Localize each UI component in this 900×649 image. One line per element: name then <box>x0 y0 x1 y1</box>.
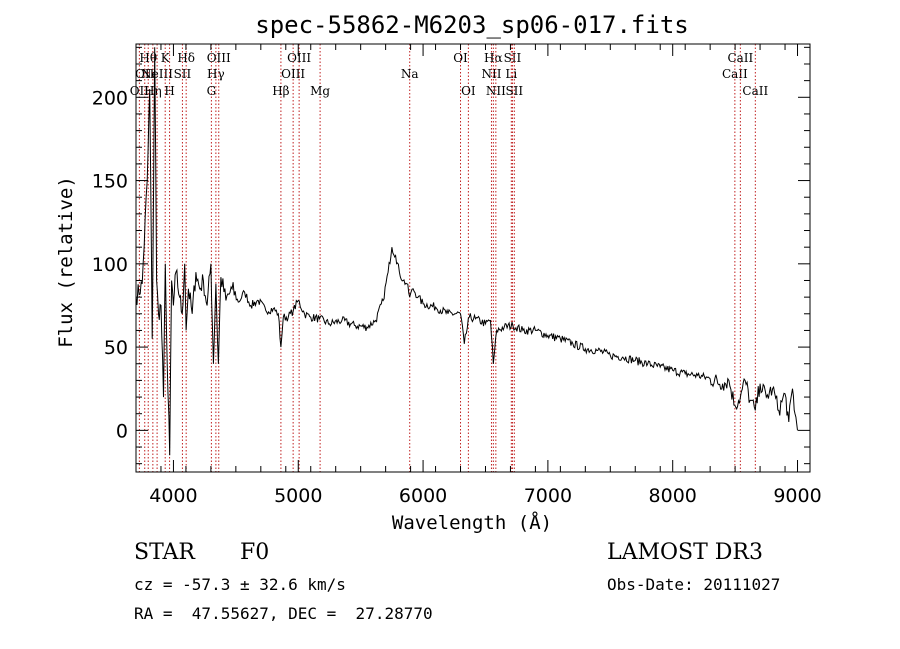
y-tick-label-0: 0 <box>116 420 128 442</box>
y-tick-label-1: 50 <box>104 337 128 359</box>
chart-title: spec-55862-M6203_sp06-017.fits <box>255 11 688 39</box>
marker-label-16: Na <box>401 67 419 81</box>
marker-label-4: NeIII <box>141 67 173 81</box>
axis-ticks: 4000 5000 6000 7000 8000 9000 0 50 100 150 200 <box>92 44 822 507</box>
marker-label-12: Hβ <box>272 84 289 98</box>
x-tick-label-5: 9000 <box>773 485 821 507</box>
marker-label-8: Hδ <box>177 51 195 65</box>
marker-label-13: OIII <box>281 67 305 81</box>
y-tick-label-4: 200 <box>92 87 128 109</box>
obs-date: Obs-Date: 20111027 <box>607 575 781 594</box>
marker-label-15: Mg <box>310 84 330 98</box>
marker-label-6: H <box>164 84 174 98</box>
marker-label-3: Hη <box>144 84 162 98</box>
x-tick-label-4: 8000 <box>649 485 697 507</box>
marker-label-10: Hγ <box>207 67 225 81</box>
marker-label-14: OIII <box>287 51 311 65</box>
marker-label-5: K <box>161 51 171 65</box>
y-axis-label: Flux (relative) <box>55 176 77 348</box>
marker-label-23: SII <box>504 51 522 65</box>
x-tick-label-3: 7000 <box>524 485 572 507</box>
x-tick-label-2: 6000 <box>399 485 447 507</box>
x-tick-label-0: 4000 <box>149 485 197 507</box>
star-subclass: F0 <box>240 540 270 565</box>
x-tick-label-1: 5000 <box>274 485 322 507</box>
y-tick-label-2: 100 <box>92 254 128 276</box>
marker-label-1: OII <box>135 67 155 81</box>
x-axis-label: Wavelength (Å) <box>392 511 552 534</box>
marker-label-25: CaII <box>722 67 748 81</box>
star-class: STAR <box>134 540 195 565</box>
plot-frame <box>135 43 811 473</box>
marker-label-18: OI <box>461 84 476 98</box>
marker-label-20: Hα <box>484 51 503 65</box>
redshift-value: cz = -57.3 ± 32.6 km/s <box>134 575 346 594</box>
marker-label-11: OIII <box>207 51 231 65</box>
survey-name: LAMOST DR3 <box>607 540 763 565</box>
marker-label-9: G <box>207 84 217 98</box>
coordinates: RA = 47.55627, DEC = 27.28770 <box>134 604 433 623</box>
marker-label-19: NII <box>481 67 501 81</box>
marker-label-26: CaII <box>727 51 753 65</box>
marker-label-22: Li <box>505 67 517 81</box>
marker-label-24: SII <box>505 84 523 98</box>
marker-label-17: OI <box>453 51 468 65</box>
y-tick-label-3: 150 <box>92 171 128 193</box>
marker-label-27: CaII <box>742 84 768 98</box>
marker-label-7: SII <box>174 67 192 81</box>
line-markers: OIIOIIHθHηNeIIIKHSIIHδGHγOIIIHβOIIIOIIIM… <box>130 44 768 472</box>
spectrum-line <box>135 47 798 456</box>
marker-label-21: NII <box>486 84 506 98</box>
